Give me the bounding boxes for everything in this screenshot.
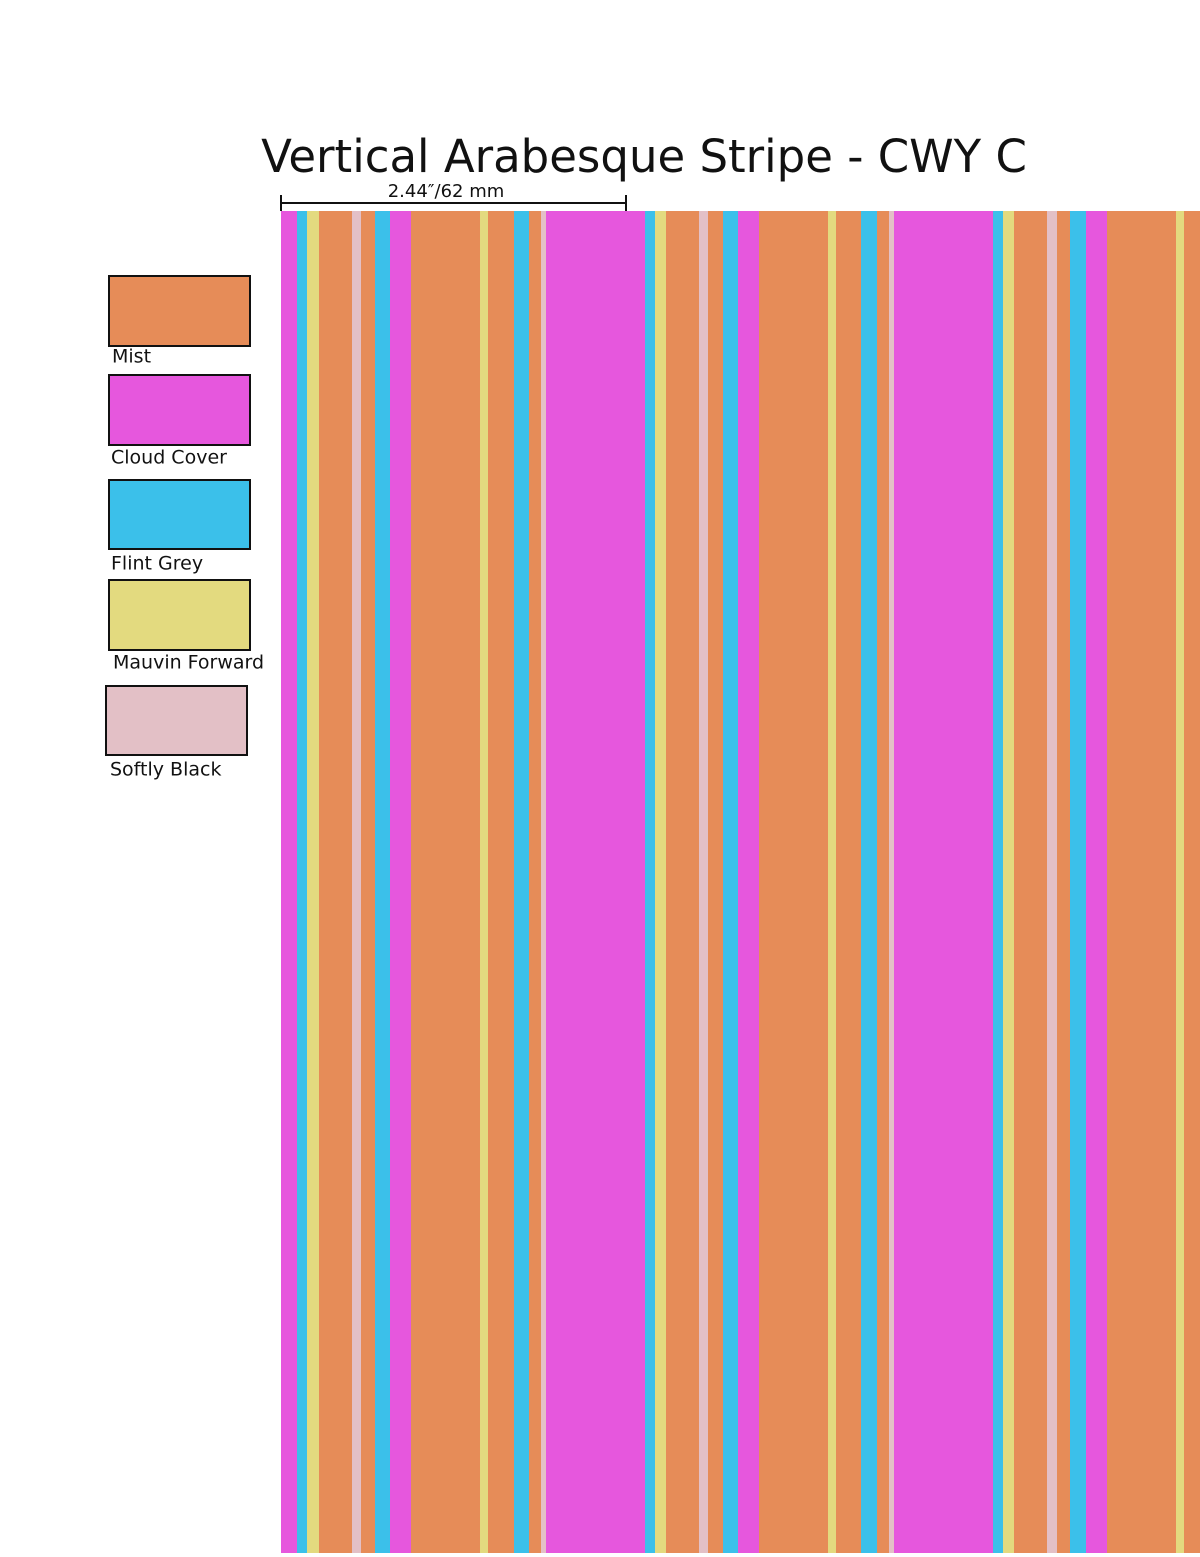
stripe — [541, 211, 546, 1553]
stripe — [836, 211, 861, 1553]
stripe — [281, 211, 297, 1553]
stripe — [828, 211, 836, 1553]
stripe — [1057, 211, 1070, 1553]
stripe — [894, 211, 993, 1553]
stripe — [666, 211, 699, 1553]
stripe — [993, 211, 1003, 1553]
scale-bar — [280, 195, 627, 211]
swatch — [108, 479, 251, 550]
stripe — [1107, 211, 1176, 1553]
swatch-label: Mauvin Forward — [113, 652, 264, 674]
stripe — [645, 211, 655, 1553]
stripe — [1176, 211, 1184, 1553]
stripe — [488, 211, 514, 1553]
stripe — [877, 211, 889, 1553]
scale-label: 2.44″/62 mm — [388, 181, 505, 202]
stripe — [297, 211, 307, 1553]
stripe — [319, 211, 352, 1553]
stripe — [655, 211, 666, 1553]
stripe — [1070, 211, 1086, 1553]
swatch — [108, 374, 251, 446]
legend: Mist Cloud Cover Flint Grey Mauvin Forward S… — [105, 275, 264, 781]
stripe — [375, 211, 390, 1553]
stripe — [352, 211, 361, 1553]
stripe — [723, 211, 738, 1553]
stripe — [1086, 211, 1107, 1553]
stripe — [861, 211, 877, 1553]
stripe — [307, 211, 319, 1553]
stripe — [759, 211, 828, 1553]
swatch — [108, 275, 251, 347]
swatch-label: Cloud Cover — [111, 447, 227, 469]
stripe — [889, 211, 894, 1553]
swatch-label: Mist — [112, 346, 151, 368]
title: Vertical Arabesque Stripe - CWY C — [261, 130, 1027, 183]
swatch-label: Softly Black — [110, 759, 221, 781]
stripe — [390, 211, 411, 1553]
stripe — [1184, 211, 1200, 1553]
stripe — [546, 211, 645, 1553]
stripe — [514, 211, 529, 1553]
stripe-pattern — [281, 211, 1200, 1553]
stripe — [361, 211, 375, 1553]
stripe — [708, 211, 723, 1553]
stripe — [1003, 211, 1014, 1553]
stripe — [699, 211, 708, 1553]
stripe — [738, 211, 759, 1553]
stripe — [1014, 211, 1047, 1553]
swatch — [105, 685, 248, 756]
swatch — [108, 579, 251, 651]
stripe — [411, 211, 480, 1553]
swatch-label: Flint Grey — [111, 553, 203, 575]
stripe — [480, 211, 488, 1553]
stripe — [529, 211, 541, 1553]
stripe — [1047, 211, 1057, 1553]
